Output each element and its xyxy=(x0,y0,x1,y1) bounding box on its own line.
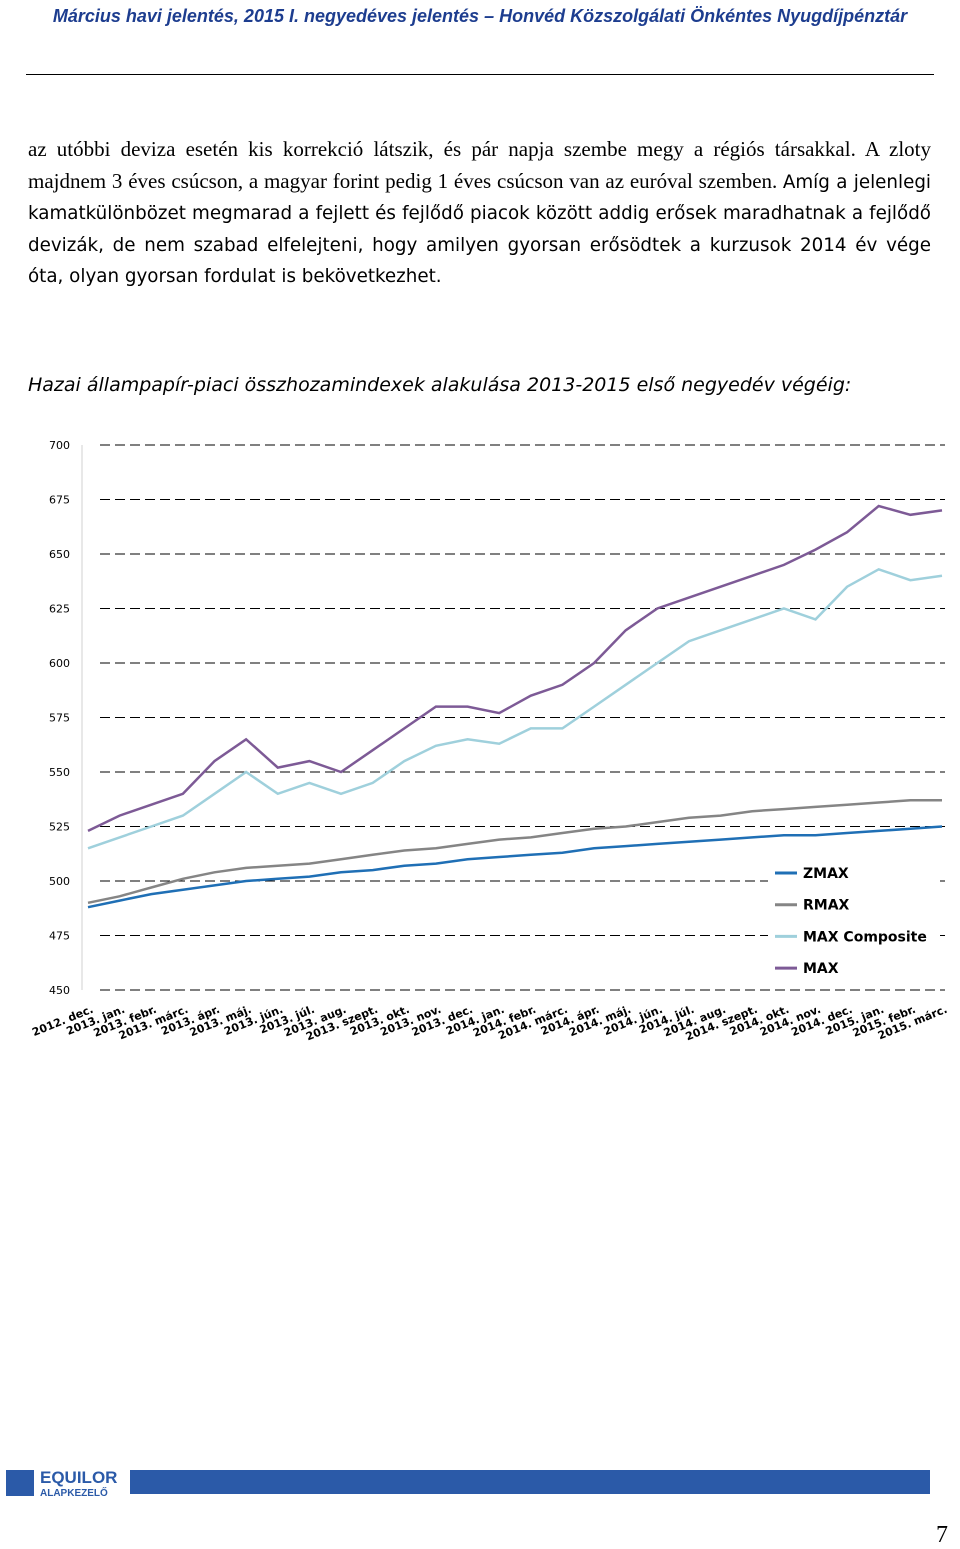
y-tick-label: 650 xyxy=(49,548,70,561)
y-tick-label: 675 xyxy=(49,494,70,507)
legend-label: MAX xyxy=(803,961,839,977)
y-tick-label: 700 xyxy=(49,439,70,452)
y-tick-label: 450 xyxy=(49,984,70,997)
legend-box xyxy=(768,858,938,982)
header-title: Március havi jelentés, 2015 I. negyedéve… xyxy=(52,6,908,26)
y-tick-label: 600 xyxy=(49,657,70,670)
series-line xyxy=(87,504,943,833)
series-line xyxy=(87,825,943,909)
page-number: 7 xyxy=(936,1522,948,1548)
y-tick-label: 550 xyxy=(49,766,70,779)
header-rule xyxy=(26,74,934,75)
logo-icon xyxy=(6,1470,34,1496)
legend-label: MAX Composite xyxy=(803,929,927,945)
y-tick-label: 475 xyxy=(49,930,70,943)
legend-label: RMAX xyxy=(803,898,850,914)
series-line xyxy=(87,567,943,850)
paragraph-sans: Amíg a jelenlegi kamatkülönbözet megmara… xyxy=(28,171,932,288)
y-tick-label: 500 xyxy=(49,875,70,888)
legend-label: ZMAX xyxy=(803,866,849,882)
series-line xyxy=(87,799,942,905)
y-tick-label: 575 xyxy=(49,712,70,725)
paragraph-serif: az utóbbi deviza esetén kis korrekció lá… xyxy=(28,137,931,193)
logo-bar xyxy=(130,1470,930,1494)
footer-logo: EQUILOR ALAPKEZELŐ xyxy=(6,1468,930,1499)
logo-sub: ALAPKEZELŐ xyxy=(40,1486,108,1499)
y-tick-label: 625 xyxy=(49,603,70,616)
chart-caption: Hazai állampapír-piaci összhozamindexek … xyxy=(28,374,852,396)
y-tick-label: 525 xyxy=(49,821,70,834)
paragraph: az utóbbi deviza esetén kis korrekció lá… xyxy=(28,134,931,293)
logo-name: EQUILOR xyxy=(40,1468,117,1487)
